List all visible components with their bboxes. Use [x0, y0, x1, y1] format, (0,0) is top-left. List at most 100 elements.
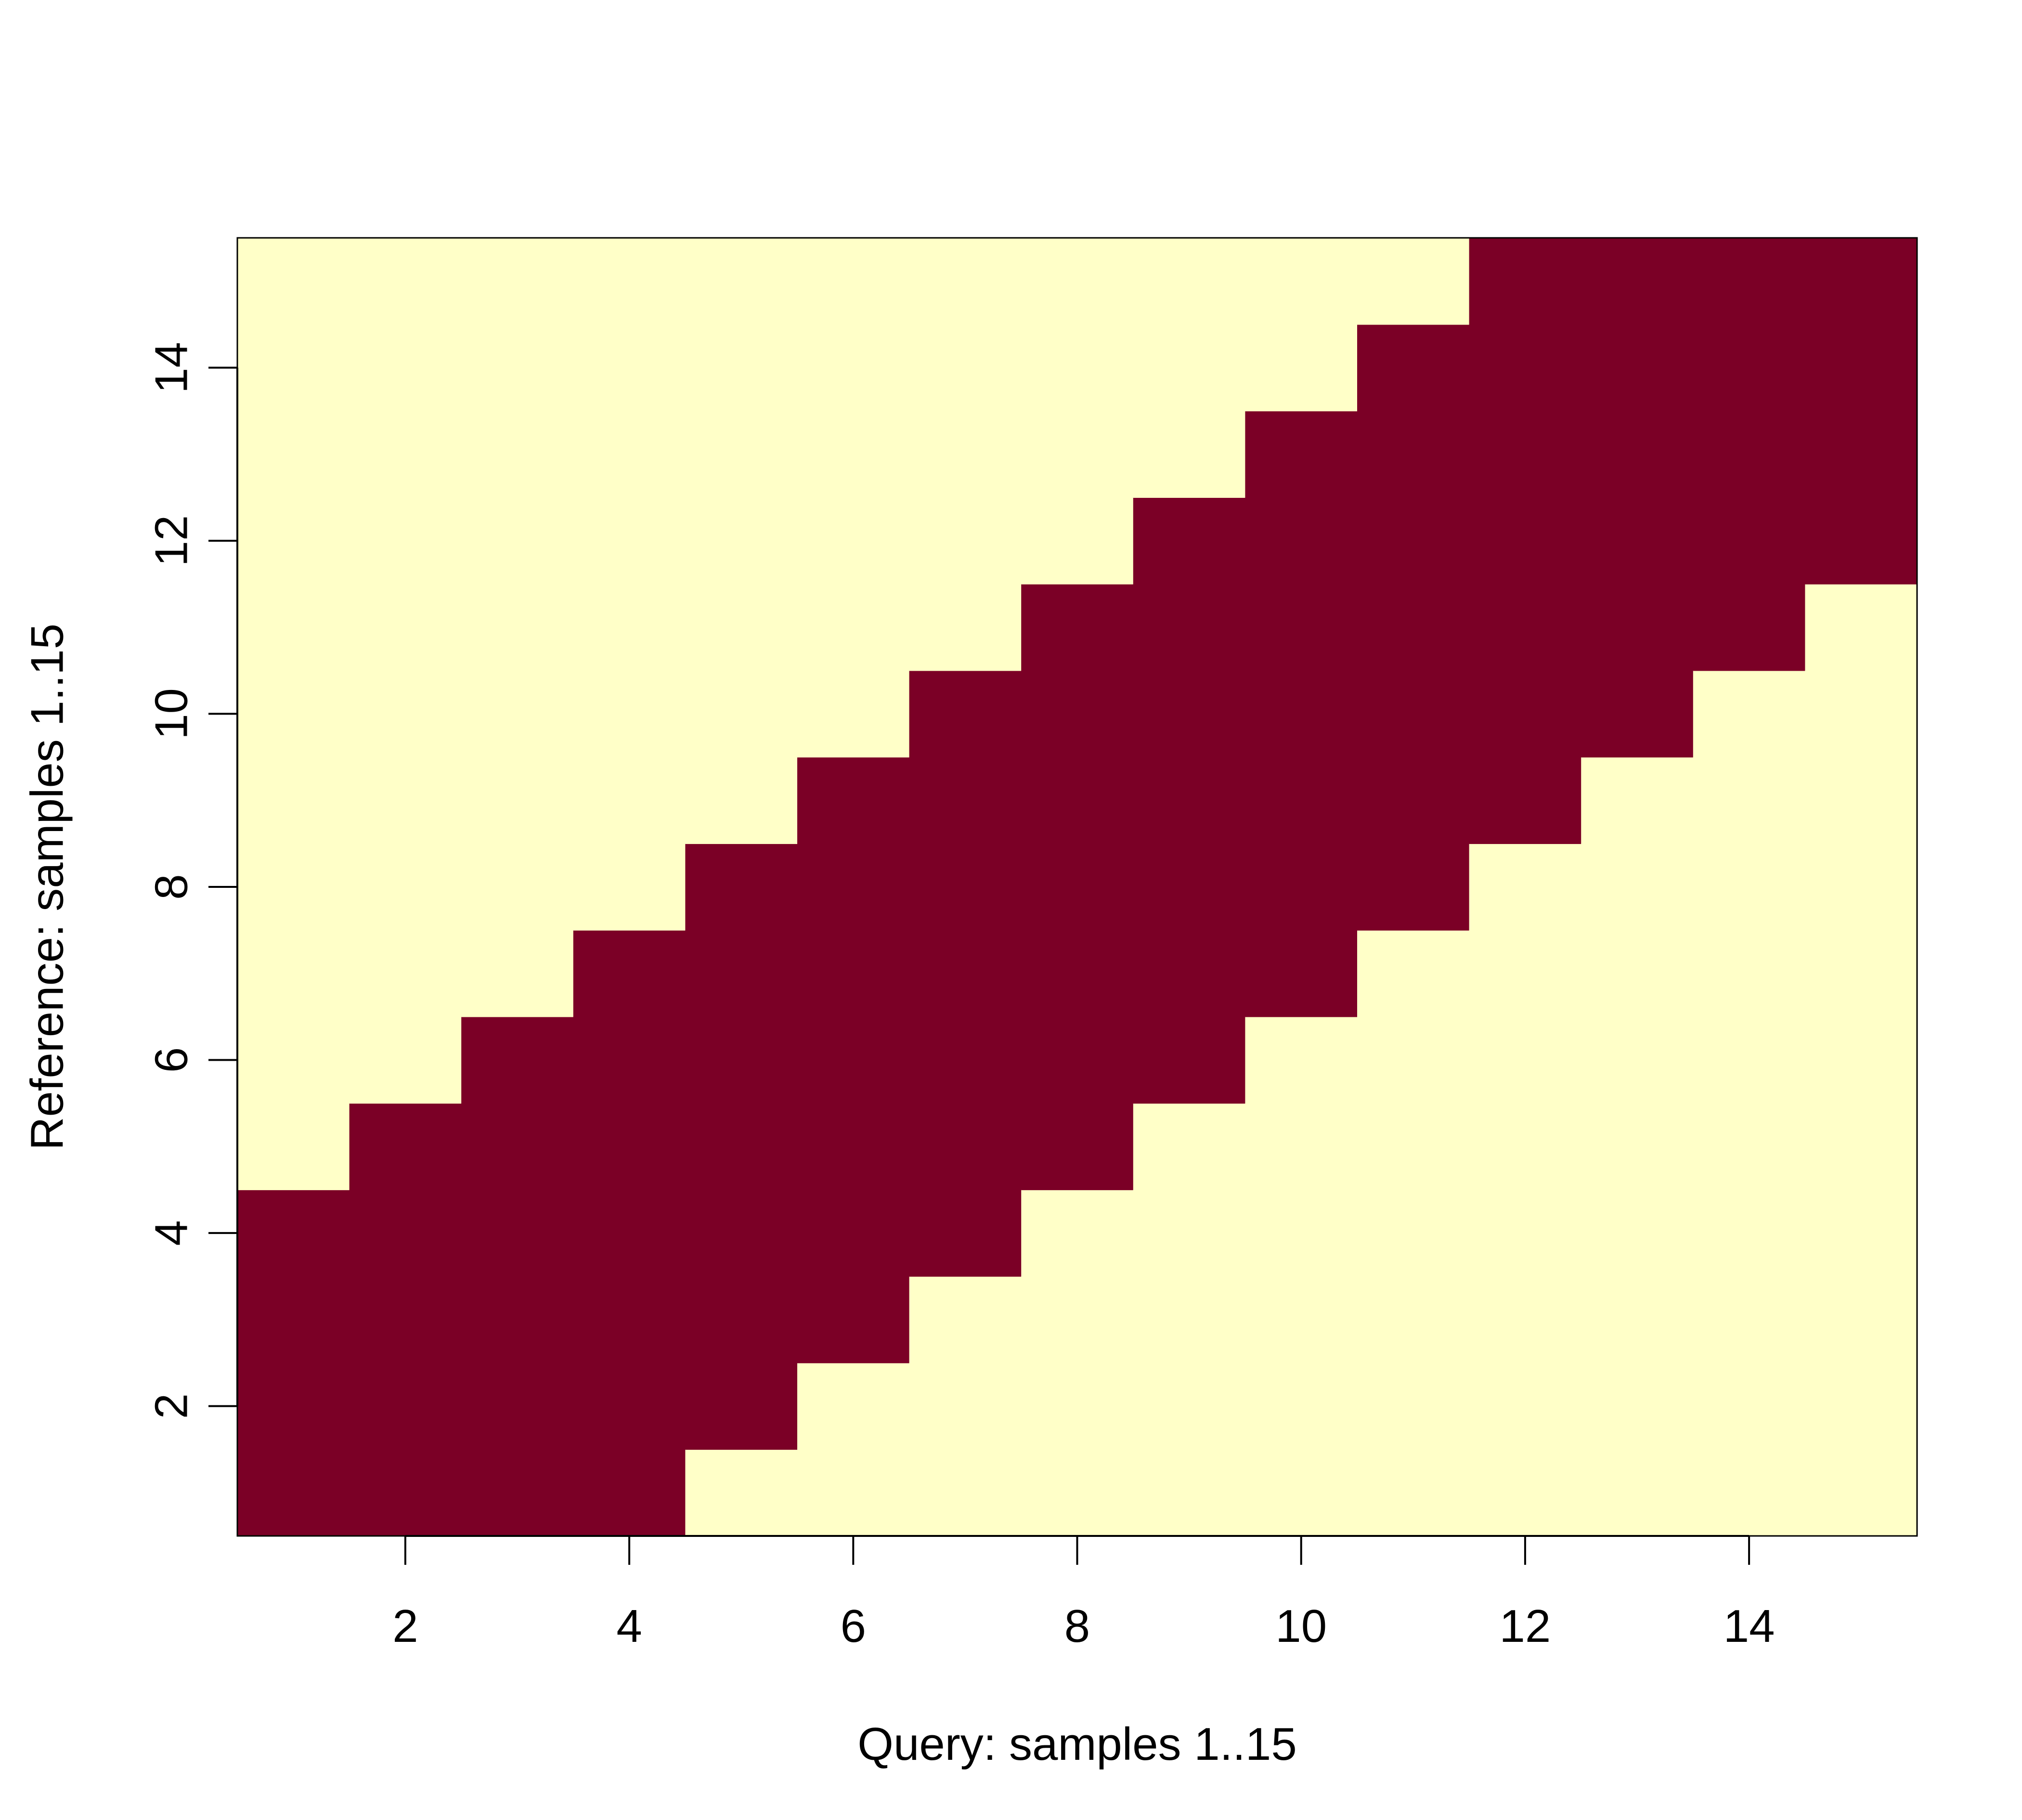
heatmap-cell-12-13 — [1469, 411, 1581, 498]
heatmap-cell-2-6 — [349, 1016, 462, 1104]
heatmap-cell-2-2 — [349, 1363, 462, 1450]
heatmap-cell-2-14 — [349, 324, 462, 412]
heatmap-cell-6-13 — [797, 411, 910, 498]
heatmap-cell-3-7 — [461, 930, 574, 1017]
heatmap-cell-8-12 — [1021, 497, 1134, 585]
heatmap-cell-11-14 — [1357, 324, 1470, 412]
heatmap-cell-13-1 — [1581, 1449, 1694, 1536]
heatmap-cell-6-9 — [797, 757, 910, 844]
heatmap-cell-14-11 — [1693, 584, 1806, 671]
heatmap-cell-3-1 — [461, 1449, 574, 1536]
y-tick-label-6: 6 — [145, 1047, 197, 1073]
heatmap-cell-11-4 — [1357, 1190, 1470, 1277]
heatmap-cell-7-4 — [909, 1190, 1022, 1277]
heatmap-cell-6-8 — [797, 844, 910, 931]
heatmap-cell-9-4 — [1133, 1190, 1246, 1277]
heatmap-cell-1-5 — [237, 1103, 350, 1190]
x-axis-title: Query: samples 1..15 — [857, 1718, 1296, 1770]
heatmap-cell-14-7 — [1693, 930, 1806, 1017]
heatmap-cell-10-15 — [1245, 238, 1358, 325]
heatmap-cell-7-15 — [909, 238, 1022, 325]
heatmap-cell-5-3 — [685, 1276, 798, 1364]
heatmap-cell-14-6 — [1693, 1016, 1806, 1104]
heatmap-cell-9-12 — [1133, 497, 1246, 585]
heatmap-cell-15-13 — [1805, 411, 1918, 498]
heatmap-cell-6-10 — [797, 670, 910, 758]
heatmap-cell-13-3 — [1581, 1276, 1694, 1364]
heatmap-cell-7-12 — [909, 497, 1022, 585]
heatmap-cell-7-5 — [909, 1103, 1022, 1190]
heatmap-cell-5-15 — [685, 238, 798, 325]
heatmap-cell-1-11 — [237, 584, 350, 671]
heatmap-cell-2-11 — [349, 584, 462, 671]
heatmap-cell-11-11 — [1357, 584, 1470, 671]
heatmap-cell-15-11 — [1805, 584, 1918, 671]
x-tick-label-8: 8 — [1064, 1600, 1090, 1652]
heatmap-cell-3-4 — [461, 1190, 574, 1277]
heatmap-cell-3-2 — [461, 1363, 574, 1450]
heatmap-cell-14-15 — [1693, 238, 1806, 325]
heatmap-cell-1-15 — [237, 238, 350, 325]
heatmap-cell-4-7 — [573, 930, 686, 1017]
heatmap-cell-13-14 — [1581, 324, 1694, 412]
heatmap-cell-15-1 — [1805, 1449, 1918, 1536]
heatmap-cell-15-12 — [1805, 497, 1918, 585]
heatmap-cell-9-5 — [1133, 1103, 1246, 1190]
heatmap-cell-15-10 — [1805, 670, 1918, 758]
heatmap-cell-10-8 — [1245, 844, 1358, 931]
y-tick-label-2: 2 — [145, 1393, 197, 1419]
heatmap-cell-12-2 — [1469, 1363, 1581, 1450]
heatmap-cell-8-13 — [1021, 411, 1134, 498]
heatmap-cell-8-2 — [1021, 1363, 1134, 1450]
heatmap-cell-5-5 — [685, 1103, 798, 1190]
heatmap-cell-15-5 — [1805, 1103, 1918, 1190]
heatmap-cell-14-3 — [1693, 1276, 1806, 1364]
heatmap-cell-13-15 — [1581, 238, 1694, 325]
heatmap-cell-7-6 — [909, 1016, 1022, 1104]
heatmap-cell-1-9 — [237, 757, 350, 844]
heatmap-cell-5-11 — [685, 584, 798, 671]
heatmap-cell-3-3 — [461, 1276, 574, 1364]
heatmap-cell-1-13 — [237, 411, 350, 498]
heatmap-cell-15-8 — [1805, 844, 1918, 931]
heatmap-cell-12-15 — [1469, 238, 1581, 325]
heatmap-cell-10-9 — [1245, 757, 1358, 844]
heatmap-cell-9-10 — [1133, 670, 1246, 758]
heatmap-cell-9-7 — [1133, 930, 1246, 1017]
heatmap-cell-2-10 — [349, 670, 462, 758]
heatmap-cell-12-6 — [1469, 1016, 1581, 1104]
heatmap-cell-6-7 — [797, 930, 910, 1017]
heatmap-cell-13-8 — [1581, 844, 1694, 931]
y-axis-title: Reference: samples 1..15 — [21, 624, 73, 1150]
heatmap-cell-8-15 — [1021, 238, 1134, 325]
heatmap-cell-14-9 — [1693, 757, 1806, 844]
heatmap-cell-6-4 — [797, 1190, 910, 1277]
heatmap-cell-14-12 — [1693, 497, 1806, 585]
heatmap-cell-3-11 — [461, 584, 574, 671]
heatmap-cell-7-2 — [909, 1363, 1022, 1450]
heatmap-cell-4-13 — [573, 411, 686, 498]
heatmap-cell-4-14 — [573, 324, 686, 412]
heatmap-cell-12-9 — [1469, 757, 1581, 844]
heatmap-cell-4-1 — [573, 1449, 686, 1536]
heatmap-cell-4-10 — [573, 670, 686, 758]
heatmap-cell-11-13 — [1357, 411, 1470, 498]
heatmap-cell-3-14 — [461, 324, 574, 412]
heatmap-cell-1-12 — [237, 497, 350, 585]
heatmap-cell-8-10 — [1021, 670, 1134, 758]
heatmap-cell-5-4 — [685, 1190, 798, 1277]
heatmap-cell-4-6 — [573, 1016, 686, 1104]
heatmap-cell-6-3 — [797, 1276, 910, 1364]
heatmap-cell-8-5 — [1021, 1103, 1134, 1190]
heatmap-cell-1-1 — [237, 1449, 350, 1536]
heatmap-cell-3-15 — [461, 238, 574, 325]
heatmap-cell-15-6 — [1805, 1016, 1918, 1104]
heatmap-cell-10-10 — [1245, 670, 1358, 758]
heatmap-cell-5-8 — [685, 844, 798, 931]
heatmap-cell-4-4 — [573, 1190, 686, 1277]
heatmap-cell-11-1 — [1357, 1449, 1470, 1536]
heatmap-cell-7-7 — [909, 930, 1022, 1017]
heatmap-cell-10-12 — [1245, 497, 1358, 585]
heatmap-cell-5-9 — [685, 757, 798, 844]
heatmap-cell-14-13 — [1693, 411, 1806, 498]
